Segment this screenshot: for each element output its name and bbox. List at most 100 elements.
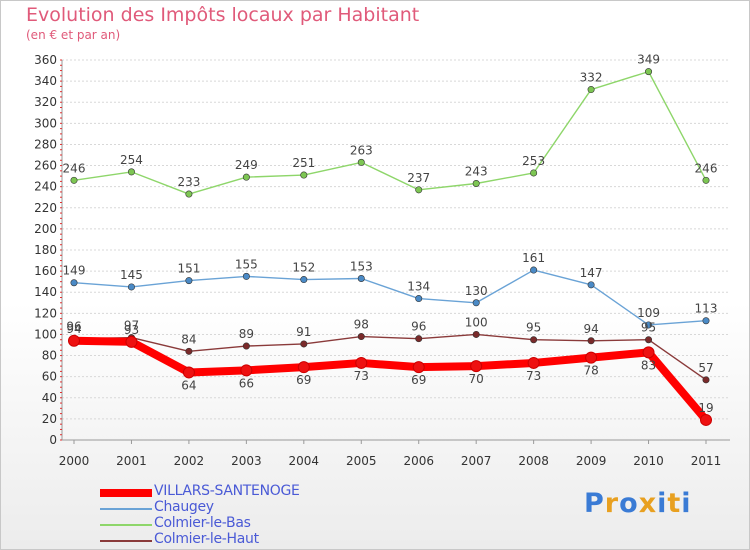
x-tick-label: 2009: [576, 454, 607, 468]
y-tick-label: 180: [34, 243, 57, 257]
x-tick-label: 2011: [691, 454, 722, 468]
y-tick-label: 200: [34, 222, 57, 236]
data-point: [415, 186, 423, 194]
data-label: 147: [580, 266, 603, 280]
y-tick-label: 260: [34, 159, 57, 173]
data-label: 149: [63, 264, 86, 278]
x-tick-label: 2008: [518, 454, 549, 468]
data-point: [125, 335, 138, 348]
x-tick-label: 2000: [59, 454, 90, 468]
data-label: 98: [354, 318, 369, 332]
data-point: [415, 335, 423, 343]
data-label: 145: [120, 268, 143, 282]
data-point: [355, 356, 368, 369]
legend-item: Colmier-le-Bas: [100, 515, 360, 532]
data-point: [645, 336, 653, 344]
data-label: 73: [354, 369, 369, 383]
series-villars-santenoge: 94 93 64 66 69 73 69 70 73 78 83 19: [66, 322, 714, 426]
legend-swatch: [100, 508, 152, 510]
x-tick-label: 2010: [633, 454, 664, 468]
y-tick-label: 120: [34, 306, 57, 320]
chart-legend: VILLARS-SANTENOGE Chaugey Colmier-le-Bas Co…: [100, 483, 360, 548]
data-point: [530, 169, 538, 177]
data-point: [702, 317, 710, 325]
data-point: [530, 336, 538, 344]
series-colmier-le-haut: 96 97 84 89 91 98 96 100 95 94 95 57: [66, 315, 714, 384]
data-label: 83: [641, 358, 656, 372]
data-label: 84: [181, 332, 196, 346]
series-line: [70, 336, 710, 424]
data-point: [300, 340, 308, 348]
data-label: 93: [124, 323, 139, 337]
series-line: [73, 333, 707, 381]
logo-letter: t: [667, 488, 682, 519]
legend-item: Chaugey: [100, 499, 360, 516]
data-point: [642, 346, 655, 359]
logo-letter: i: [657, 488, 668, 519]
data-label: 155: [235, 257, 258, 271]
legend-item: VILLARS-SANTENOGE: [100, 483, 360, 500]
data-point: [185, 190, 193, 198]
data-point: [472, 299, 480, 307]
data-point: [297, 361, 310, 374]
data-label: 151: [177, 262, 200, 276]
data-point: [240, 364, 253, 377]
data-point: [185, 347, 193, 355]
data-label: 96: [411, 320, 426, 334]
data-label: 78: [583, 364, 598, 378]
data-point: [242, 272, 250, 280]
data-label: 134: [407, 280, 430, 294]
legend-swatch: [100, 540, 152, 542]
data-point: [585, 351, 598, 364]
data-label: 130: [465, 284, 488, 298]
data-point: [300, 171, 308, 179]
y-tick-label: 220: [34, 201, 57, 215]
legend-label: VILLARS-SANTENOGE: [154, 483, 300, 499]
logo-letter: r: [604, 488, 620, 519]
x-tick-label: 2004: [289, 454, 320, 468]
series-colmier-le-bas: 246 254 233 249 251 263 237 243 253 332 349 246: [63, 53, 717, 198]
data-label: 70: [469, 372, 484, 386]
data-point: [127, 168, 135, 176]
y-tick-label: 160: [34, 264, 57, 278]
legend-label: Chaugey: [154, 499, 214, 515]
data-label: 152: [292, 261, 315, 275]
y-tick-label: 140: [34, 285, 57, 299]
data-point: [530, 266, 538, 274]
x-tick-label: 2005: [346, 454, 377, 468]
y-tick-label: 0: [49, 433, 57, 447]
logo-letter: o: [619, 488, 639, 519]
x-tick-label: 2003: [231, 454, 262, 468]
y-tick-label: 100: [34, 327, 57, 341]
logo-letter: x: [638, 488, 658, 519]
data-label: 97: [124, 319, 139, 333]
chart-title: Evolution des Impôts locaux par Habitant: [26, 4, 420, 26]
x-tick-label: 2006: [403, 454, 434, 468]
data-point: [527, 356, 540, 369]
x-tick-label: 2002: [174, 454, 205, 468]
legend-item: Colmier-le-Haut: [100, 531, 360, 548]
data-point: [587, 86, 595, 94]
data-label: 349: [637, 53, 660, 67]
data-label: 94: [583, 322, 598, 336]
data-point: [702, 376, 710, 384]
legend-swatch: [100, 524, 152, 526]
y-tick-label: 360: [34, 53, 57, 67]
data-label: 95: [641, 321, 656, 335]
data-label: 95: [526, 321, 541, 335]
data-label: 69: [411, 373, 426, 387]
data-label: 253: [522, 154, 545, 168]
data-point: [700, 413, 712, 426]
data-point: [127, 283, 135, 291]
y-tick-label: 240: [34, 180, 57, 194]
data-label: 89: [239, 327, 254, 341]
data-point: [472, 180, 480, 188]
data-label: 19: [698, 401, 713, 415]
data-point: [70, 279, 78, 287]
data-point: [182, 366, 195, 379]
data-point: [470, 360, 483, 373]
data-label: 237: [407, 171, 430, 185]
data-point: [357, 158, 365, 166]
x-tick-label: 2001: [116, 454, 147, 468]
